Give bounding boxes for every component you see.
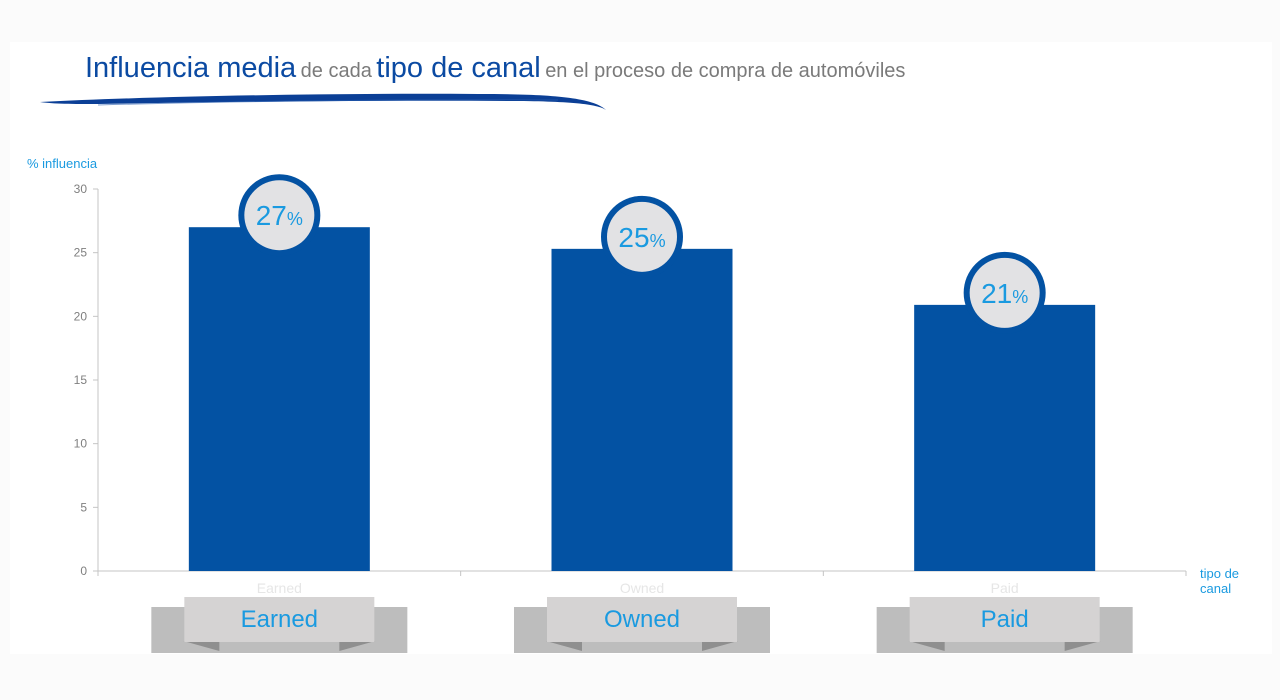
ribbon-fold-right: [702, 641, 738, 651]
y-tick-label: 0: [80, 564, 87, 578]
data-label-earned: 27%: [256, 200, 303, 231]
x-axis-label: tipo de canal: [1200, 566, 1240, 596]
x-tick-label: Paid: [991, 580, 1019, 596]
x-tick-label: Owned: [620, 580, 664, 596]
y-tick-label: 5: [80, 500, 87, 514]
ribbon-fold-right: [339, 641, 376, 651]
title-part-2: de cada: [300, 60, 372, 82]
value-bubble: [244, 180, 315, 251]
value-bubble: [607, 201, 677, 272]
data-label-owned: 25%: [618, 222, 665, 253]
y-tick-label: 25: [74, 246, 88, 260]
category-label-owned: Owned: [604, 606, 680, 633]
ribbon-fold-right: [1064, 641, 1101, 651]
ribbon-front: [184, 597, 375, 642]
title-part-1: Influencia media: [85, 52, 297, 84]
y-axis-label: % influencia: [27, 156, 98, 171]
brush-stroke-underline: [40, 93, 606, 110]
bar-earned: [188, 227, 370, 571]
chart-title: Influencia media de cada tipo de canal e…: [85, 52, 905, 85]
y-tick-label: 10: [74, 437, 88, 451]
y-tick-label: 15: [74, 373, 88, 387]
y-tick-label: 20: [74, 309, 88, 323]
category-label-earned: Earned: [241, 606, 318, 633]
data-label-paid: 21%: [981, 278, 1028, 309]
title-part-3: tipo de canal: [376, 52, 541, 84]
y-tick-label: 30: [74, 182, 88, 196]
bar-paid: [914, 304, 1096, 571]
ribbon-fold-left: [183, 641, 220, 651]
ribbon-fold-left: [908, 641, 945, 651]
bar-owned: [551, 248, 733, 571]
category-label-paid: Paid: [981, 606, 1029, 633]
ribbon-front: [547, 597, 737, 642]
value-bubble: [969, 257, 1040, 328]
x-tick-label: Earned: [257, 580, 302, 596]
title-part-4: en el proceso de compra de automóviles: [545, 60, 906, 82]
ribbon-fold-left: [546, 641, 582, 651]
ribbon-front: [909, 597, 1100, 642]
